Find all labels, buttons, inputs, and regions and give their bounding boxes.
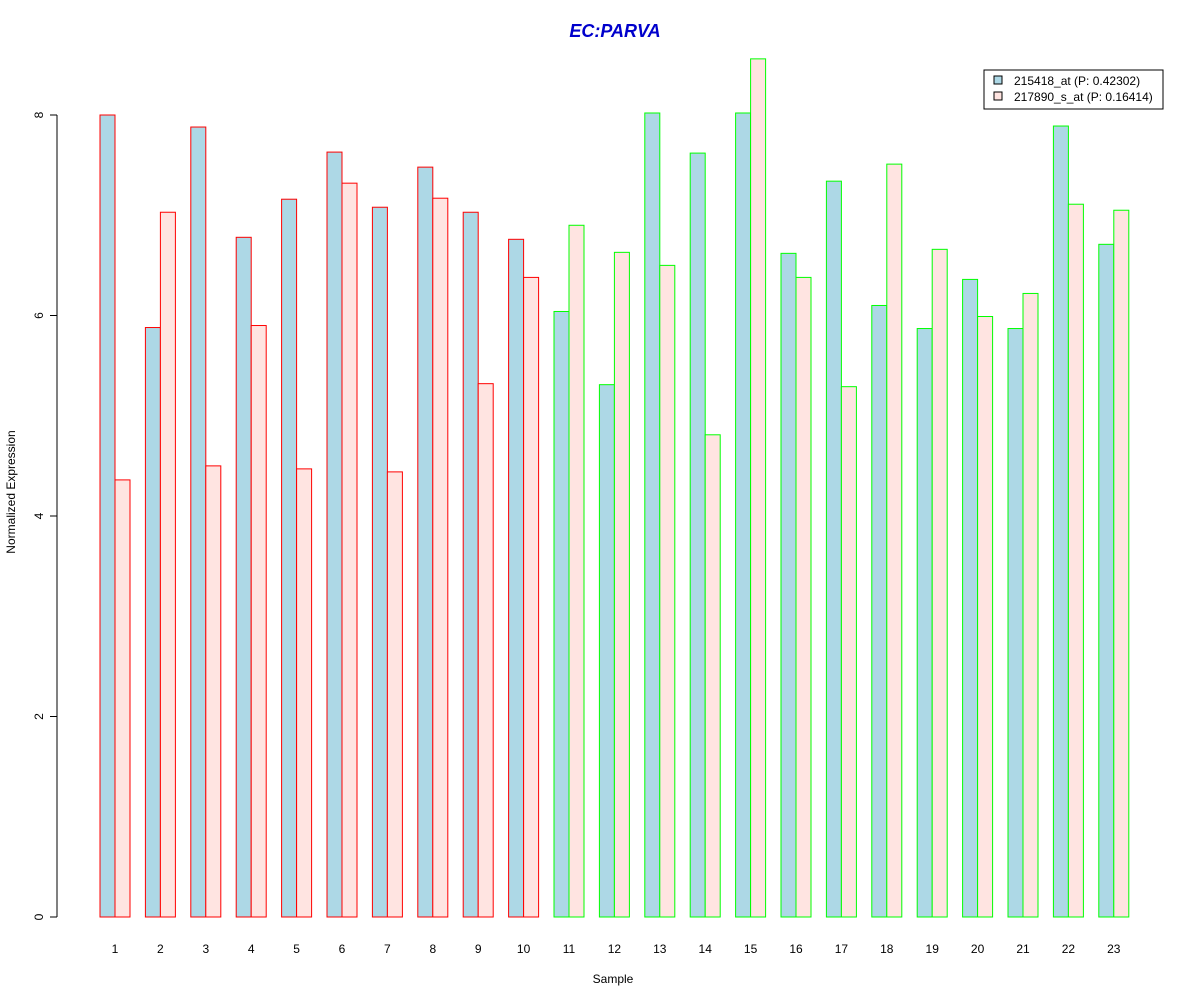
x-tick-label-14: 14 (699, 942, 713, 956)
bar-sample-12-series-1 (598, 384, 615, 918)
legend: 215418_at (P: 0.42302) 217890_s_at (P: 0… (983, 69, 1164, 110)
chart-title: EC:PARVA (569, 21, 660, 41)
bar-sample-18-series-2 (886, 163, 903, 918)
bar-sample-8-series-2 (432, 197, 449, 918)
x-tick-label-13: 13 (653, 942, 667, 956)
bar-sample-7-series-2 (386, 471, 403, 918)
bar-sample-16-series-1 (780, 252, 797, 918)
bar-sample-9-series-1 (462, 211, 479, 918)
x-tick-label-6: 6 (339, 942, 346, 956)
legend-label-series-1: 215418_at (P: 0.42302) (1014, 74, 1140, 88)
bar-sample-11-series-2 (568, 224, 585, 918)
bar-sample-7-series-1 (371, 206, 388, 918)
x-axis-label: Sample (593, 972, 634, 986)
bar-sample-22-series-1 (1052, 125, 1069, 918)
x-tick-label-7: 7 (384, 942, 391, 956)
x-tick-label-10: 10 (517, 942, 531, 956)
bar-sample-12-series-2 (613, 251, 630, 918)
legend-swatch-series-2 (993, 91, 1003, 101)
bar-sample-10-series-1 (508, 238, 525, 918)
bar-sample-15-series-1 (735, 112, 752, 918)
y-tick-label: 8 (32, 111, 46, 118)
bar-sample-16-series-2 (795, 276, 812, 918)
x-tick-label-4: 4 (248, 942, 255, 956)
bar-sample-3-series-2 (205, 465, 222, 918)
bar-sample-13-series-2 (659, 264, 676, 918)
bar-sample-14-series-2 (704, 434, 721, 918)
bar-sample-6-series-1 (326, 151, 343, 918)
x-tick-label-9: 9 (475, 942, 482, 956)
x-tick-label-5: 5 (293, 942, 300, 956)
x-tick-label-18: 18 (880, 942, 894, 956)
y-axis: 0 2 4 6 8 (32, 111, 58, 920)
bar-sample-22-series-2 (1067, 203, 1084, 918)
x-tick-label-22: 22 (1062, 942, 1076, 956)
x-tick-label-12: 12 (608, 942, 622, 956)
bar-sample-5-series-1 (281, 198, 298, 918)
x-tick-label-19: 19 (926, 942, 940, 956)
y-tick-label: 4 (32, 512, 46, 519)
bar-sample-2-series-1 (144, 327, 161, 918)
x-tick-label-11: 11 (563, 942, 576, 956)
bar-sample-19-series-2 (931, 248, 948, 918)
bar-sample-4-series-1 (235, 236, 252, 918)
bar-sample-21-series-1 (1007, 328, 1024, 918)
x-tick-label-16: 16 (789, 942, 803, 956)
bar-sample-17-series-1 (825, 180, 842, 918)
y-axis-label: Normalized Expression (4, 430, 18, 553)
x-tick-label-3: 3 (202, 942, 209, 956)
bar-sample-17-series-2 (840, 386, 857, 918)
bar-sample-23-series-2 (1113, 209, 1130, 918)
x-tick-label-8: 8 (429, 942, 436, 956)
x-tick-labels: 1 2 3 4 5 6 7 8 9 10 11 12 13 14 15 16 17 18 19 20 21 22 23 (112, 942, 1121, 956)
y-tick-label: 0 (32, 913, 46, 920)
bar-sample-19-series-1 (916, 328, 933, 918)
x-tick-label-17: 17 (835, 942, 849, 956)
x-tick-label-20: 20 (971, 942, 985, 956)
bar-sample-20-series-1 (962, 278, 979, 918)
bar-sample-6-series-2 (341, 182, 358, 918)
x-tick-label-1: 1 (112, 942, 119, 956)
bars-group (99, 58, 1130, 918)
bar-sample-20-series-2 (977, 316, 994, 918)
bar-sample-14-series-1 (689, 152, 706, 918)
x-tick-label-2: 2 (157, 942, 164, 956)
bar-sample-5-series-2 (296, 468, 313, 918)
legend-swatch-series-1 (993, 75, 1003, 85)
x-tick-label-15: 15 (744, 942, 758, 956)
bar-sample-11-series-1 (553, 310, 570, 918)
bar-sample-3-series-1 (190, 126, 207, 918)
bar-sample-18-series-1 (871, 304, 888, 918)
bar-sample-1-series-1 (99, 114, 116, 918)
bar-sample-2-series-2 (159, 211, 176, 918)
y-tick-label: 6 (32, 312, 46, 319)
bar-sample-10-series-2 (523, 276, 540, 918)
legend-label-series-2: 217890_s_at (P: 0.16414) (1014, 90, 1153, 104)
bar-sample-15-series-2 (750, 58, 767, 918)
bar-sample-1-series-2 (114, 479, 131, 918)
bar-sample-8-series-1 (417, 166, 434, 918)
legend-box (983, 69, 1164, 110)
bar-sample-4-series-2 (250, 325, 267, 918)
bar-sample-23-series-1 (1098, 243, 1115, 918)
bar-sample-21-series-2 (1022, 292, 1039, 918)
x-tick-label-21: 21 (1016, 942, 1030, 956)
x-tick-label-23: 23 (1107, 942, 1121, 956)
bar-sample-13-series-1 (644, 112, 661, 918)
y-tick-label: 2 (32, 713, 46, 720)
bar-sample-9-series-2 (477, 383, 494, 918)
